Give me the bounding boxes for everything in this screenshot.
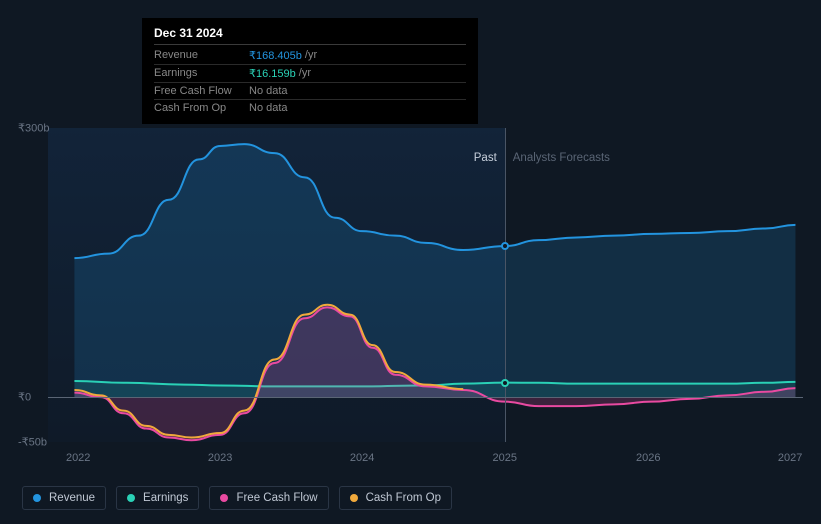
tooltip-row-suffix: /yr	[299, 67, 311, 80]
x-tick: 2026	[636, 452, 660, 464]
legend: Revenue Earnings Free Cash Flow Cash From O…	[22, 486, 452, 510]
legend-item[interactable]: Revenue	[22, 486, 106, 510]
tooltip-row-value: No data	[249, 85, 288, 97]
tooltip-row-label: Revenue	[154, 49, 249, 62]
legend-item[interactable]: Earnings	[116, 486, 199, 510]
legend-label: Cash From Op	[366, 492, 441, 504]
y-baseline	[48, 397, 803, 398]
tooltip-row: Cash From OpNo data	[154, 100, 466, 116]
tooltip-row-suffix: /yr	[305, 49, 317, 62]
chart-area: Past Analysts Forecasts ₹300b₹0-₹50b2022…	[18, 128, 803, 442]
tooltip-date: Dec 31 2024	[154, 26, 466, 45]
legend-item[interactable]: Free Cash Flow	[209, 486, 328, 510]
legend-swatch	[220, 494, 228, 502]
tooltip-row-value: ₹16.159b	[249, 67, 296, 80]
legend-swatch	[350, 494, 358, 502]
plot-area[interactable]: Past Analysts Forecasts	[48, 128, 803, 442]
tooltip-row-value: ₹168.405b	[249, 49, 302, 62]
tooltip-rows: Revenue₹168.405b/yrEarnings₹16.159b/yrFr…	[154, 47, 466, 116]
cursor-dot-revenue	[501, 242, 509, 250]
y-tick: ₹300b	[18, 122, 49, 135]
tooltip-row: Revenue₹168.405b/yr	[154, 47, 466, 65]
past-label: Past	[474, 152, 497, 164]
tooltip-row: Free Cash FlowNo data	[154, 83, 466, 100]
tooltip-row-label: Earnings	[154, 67, 249, 80]
chart-tooltip: Dec 31 2024 Revenue₹168.405b/yrEarnings₹…	[142, 18, 478, 124]
tooltip-row-value: No data	[249, 102, 288, 114]
y-tick: -₹50b	[18, 436, 47, 449]
x-tick: 2025	[493, 452, 517, 464]
legend-label: Free Cash Flow	[236, 492, 317, 504]
legend-label: Revenue	[49, 492, 95, 504]
legend-item[interactable]: Cash From Op	[339, 486, 452, 510]
tooltip-row: Earnings₹16.159b/yr	[154, 65, 466, 83]
tooltip-row-label: Cash From Op	[154, 102, 249, 114]
x-tick: 2022	[66, 452, 90, 464]
forecast-label: Analysts Forecasts	[513, 152, 610, 164]
chart-svg	[48, 128, 803, 442]
legend-swatch	[127, 494, 135, 502]
y-tick: ₹0	[18, 391, 31, 404]
cursor-line	[505, 128, 506, 442]
legend-swatch	[33, 494, 41, 502]
tooltip-row-label: Free Cash Flow	[154, 85, 249, 97]
x-tick: 2027	[778, 452, 802, 464]
cursor-dot-earnings	[501, 379, 509, 387]
x-tick: 2024	[350, 452, 374, 464]
legend-label: Earnings	[143, 492, 188, 504]
x-tick: 2023	[208, 452, 232, 464]
